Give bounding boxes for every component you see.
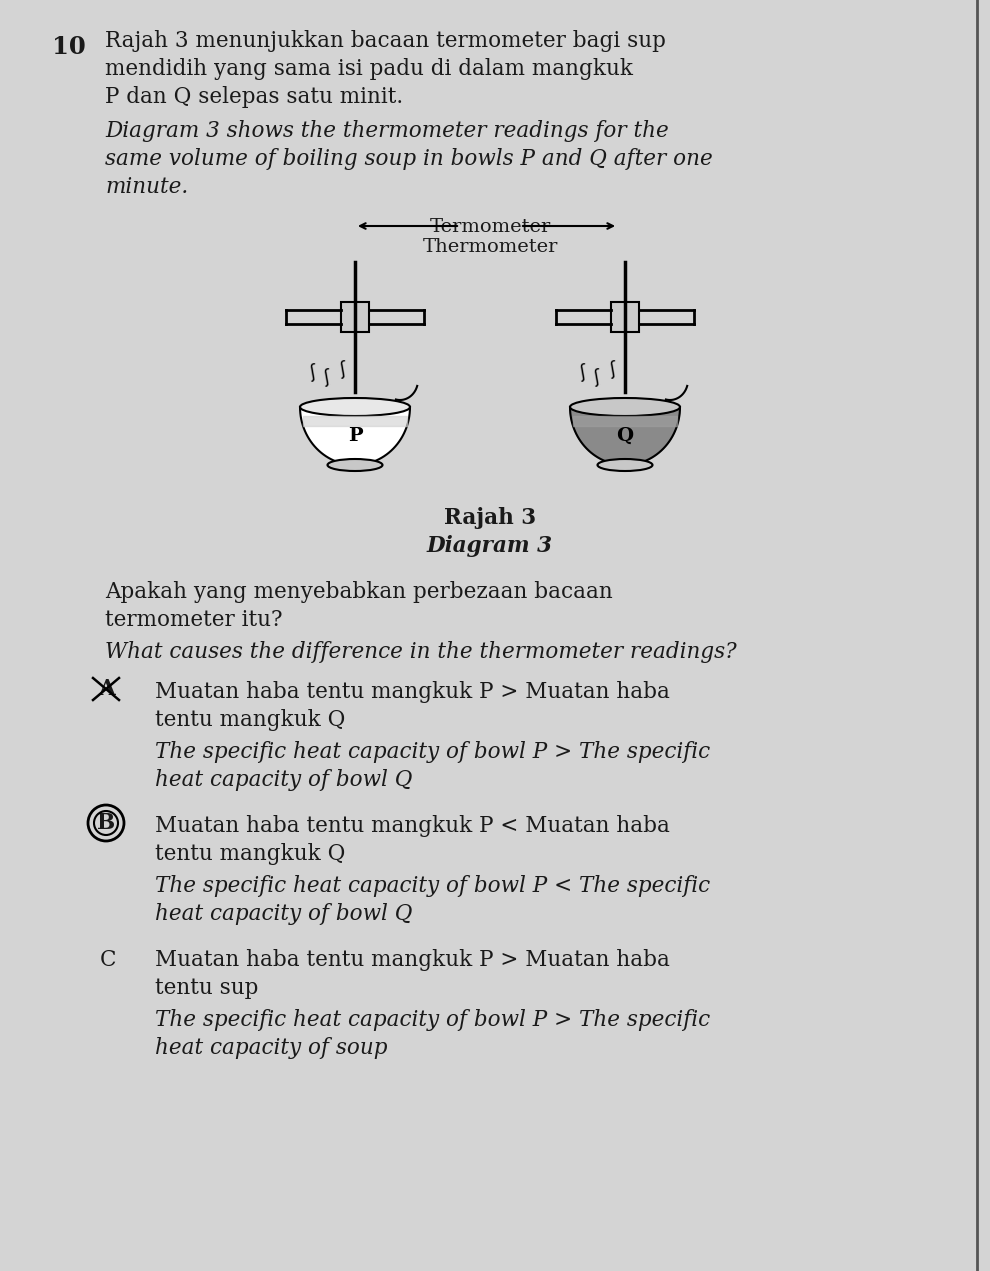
Text: Diagram 3: Diagram 3	[427, 535, 553, 557]
Text: C: C	[100, 949, 117, 971]
Text: ʃ: ʃ	[592, 369, 602, 386]
Text: same volume of boiling soup in bowls P and Q after one: same volume of boiling soup in bowls P a…	[105, 147, 713, 170]
Text: ʃ: ʃ	[323, 369, 332, 386]
Text: P dan Q selepas satu minit.: P dan Q selepas satu minit.	[105, 86, 403, 108]
Text: Diagram 3 shows the thermometer readings for the: Diagram 3 shows the thermometer readings…	[105, 119, 669, 142]
Ellipse shape	[328, 459, 382, 472]
Polygon shape	[303, 416, 407, 426]
Text: A: A	[98, 677, 115, 700]
Text: The specific heat capacity of bowl P > The specific: The specific heat capacity of bowl P > T…	[155, 1009, 710, 1031]
Text: tentu sup: tentu sup	[155, 977, 258, 999]
Text: heat capacity of soup: heat capacity of soup	[155, 1037, 387, 1059]
Text: Muatan haba tentu mangkuk P < Muatan haba: Muatan haba tentu mangkuk P < Muatan hab…	[155, 815, 670, 838]
Polygon shape	[570, 407, 680, 465]
Text: ʃ: ʃ	[578, 364, 587, 383]
Text: tentu mangkuk Q: tentu mangkuk Q	[155, 709, 346, 731]
Text: Rajah 3: Rajah 3	[444, 507, 536, 529]
Text: 10: 10	[52, 36, 86, 58]
Ellipse shape	[598, 459, 652, 472]
Text: P: P	[347, 427, 362, 445]
Text: Q: Q	[617, 427, 634, 445]
Text: ʃ: ʃ	[609, 360, 618, 379]
Text: minute.: minute.	[105, 175, 188, 198]
Text: ʃ: ʃ	[339, 360, 347, 379]
Text: Rajah 3 menunjukkan bacaan termometer bagi sup: Rajah 3 menunjukkan bacaan termometer ba…	[105, 31, 666, 52]
Text: The specific heat capacity of bowl P > The specific: The specific heat capacity of bowl P > T…	[155, 741, 710, 763]
Text: What causes the difference in the thermometer readings?: What causes the difference in the thermo…	[105, 641, 737, 663]
Text: Thermometer: Thermometer	[423, 238, 557, 255]
FancyBboxPatch shape	[611, 302, 639, 332]
Text: Apakah yang menyebabkan perbezaan bacaan: Apakah yang menyebabkan perbezaan bacaan	[105, 581, 613, 602]
Text: heat capacity of bowl Q: heat capacity of bowl Q	[155, 769, 413, 791]
Text: heat capacity of bowl Q: heat capacity of bowl Q	[155, 902, 413, 925]
Ellipse shape	[570, 398, 680, 416]
Text: tentu mangkuk Q: tentu mangkuk Q	[155, 843, 346, 866]
Polygon shape	[300, 407, 410, 465]
Text: Muatan haba tentu mangkuk P > Muatan haba: Muatan haba tentu mangkuk P > Muatan hab…	[155, 681, 670, 703]
Text: B: B	[97, 812, 115, 834]
Polygon shape	[573, 416, 677, 426]
Text: mendidih yang sama isi padu di dalam mangkuk: mendidih yang sama isi padu di dalam man…	[105, 58, 633, 80]
Text: Termometer: Termometer	[430, 219, 550, 236]
Text: termometer itu?: termometer itu?	[105, 609, 282, 630]
Text: ʃ: ʃ	[309, 364, 318, 383]
Ellipse shape	[300, 398, 410, 416]
FancyBboxPatch shape	[341, 302, 369, 332]
Text: The specific heat capacity of bowl P < The specific: The specific heat capacity of bowl P < T…	[155, 874, 710, 897]
Text: Muatan haba tentu mangkuk P > Muatan haba: Muatan haba tentu mangkuk P > Muatan hab…	[155, 949, 670, 971]
